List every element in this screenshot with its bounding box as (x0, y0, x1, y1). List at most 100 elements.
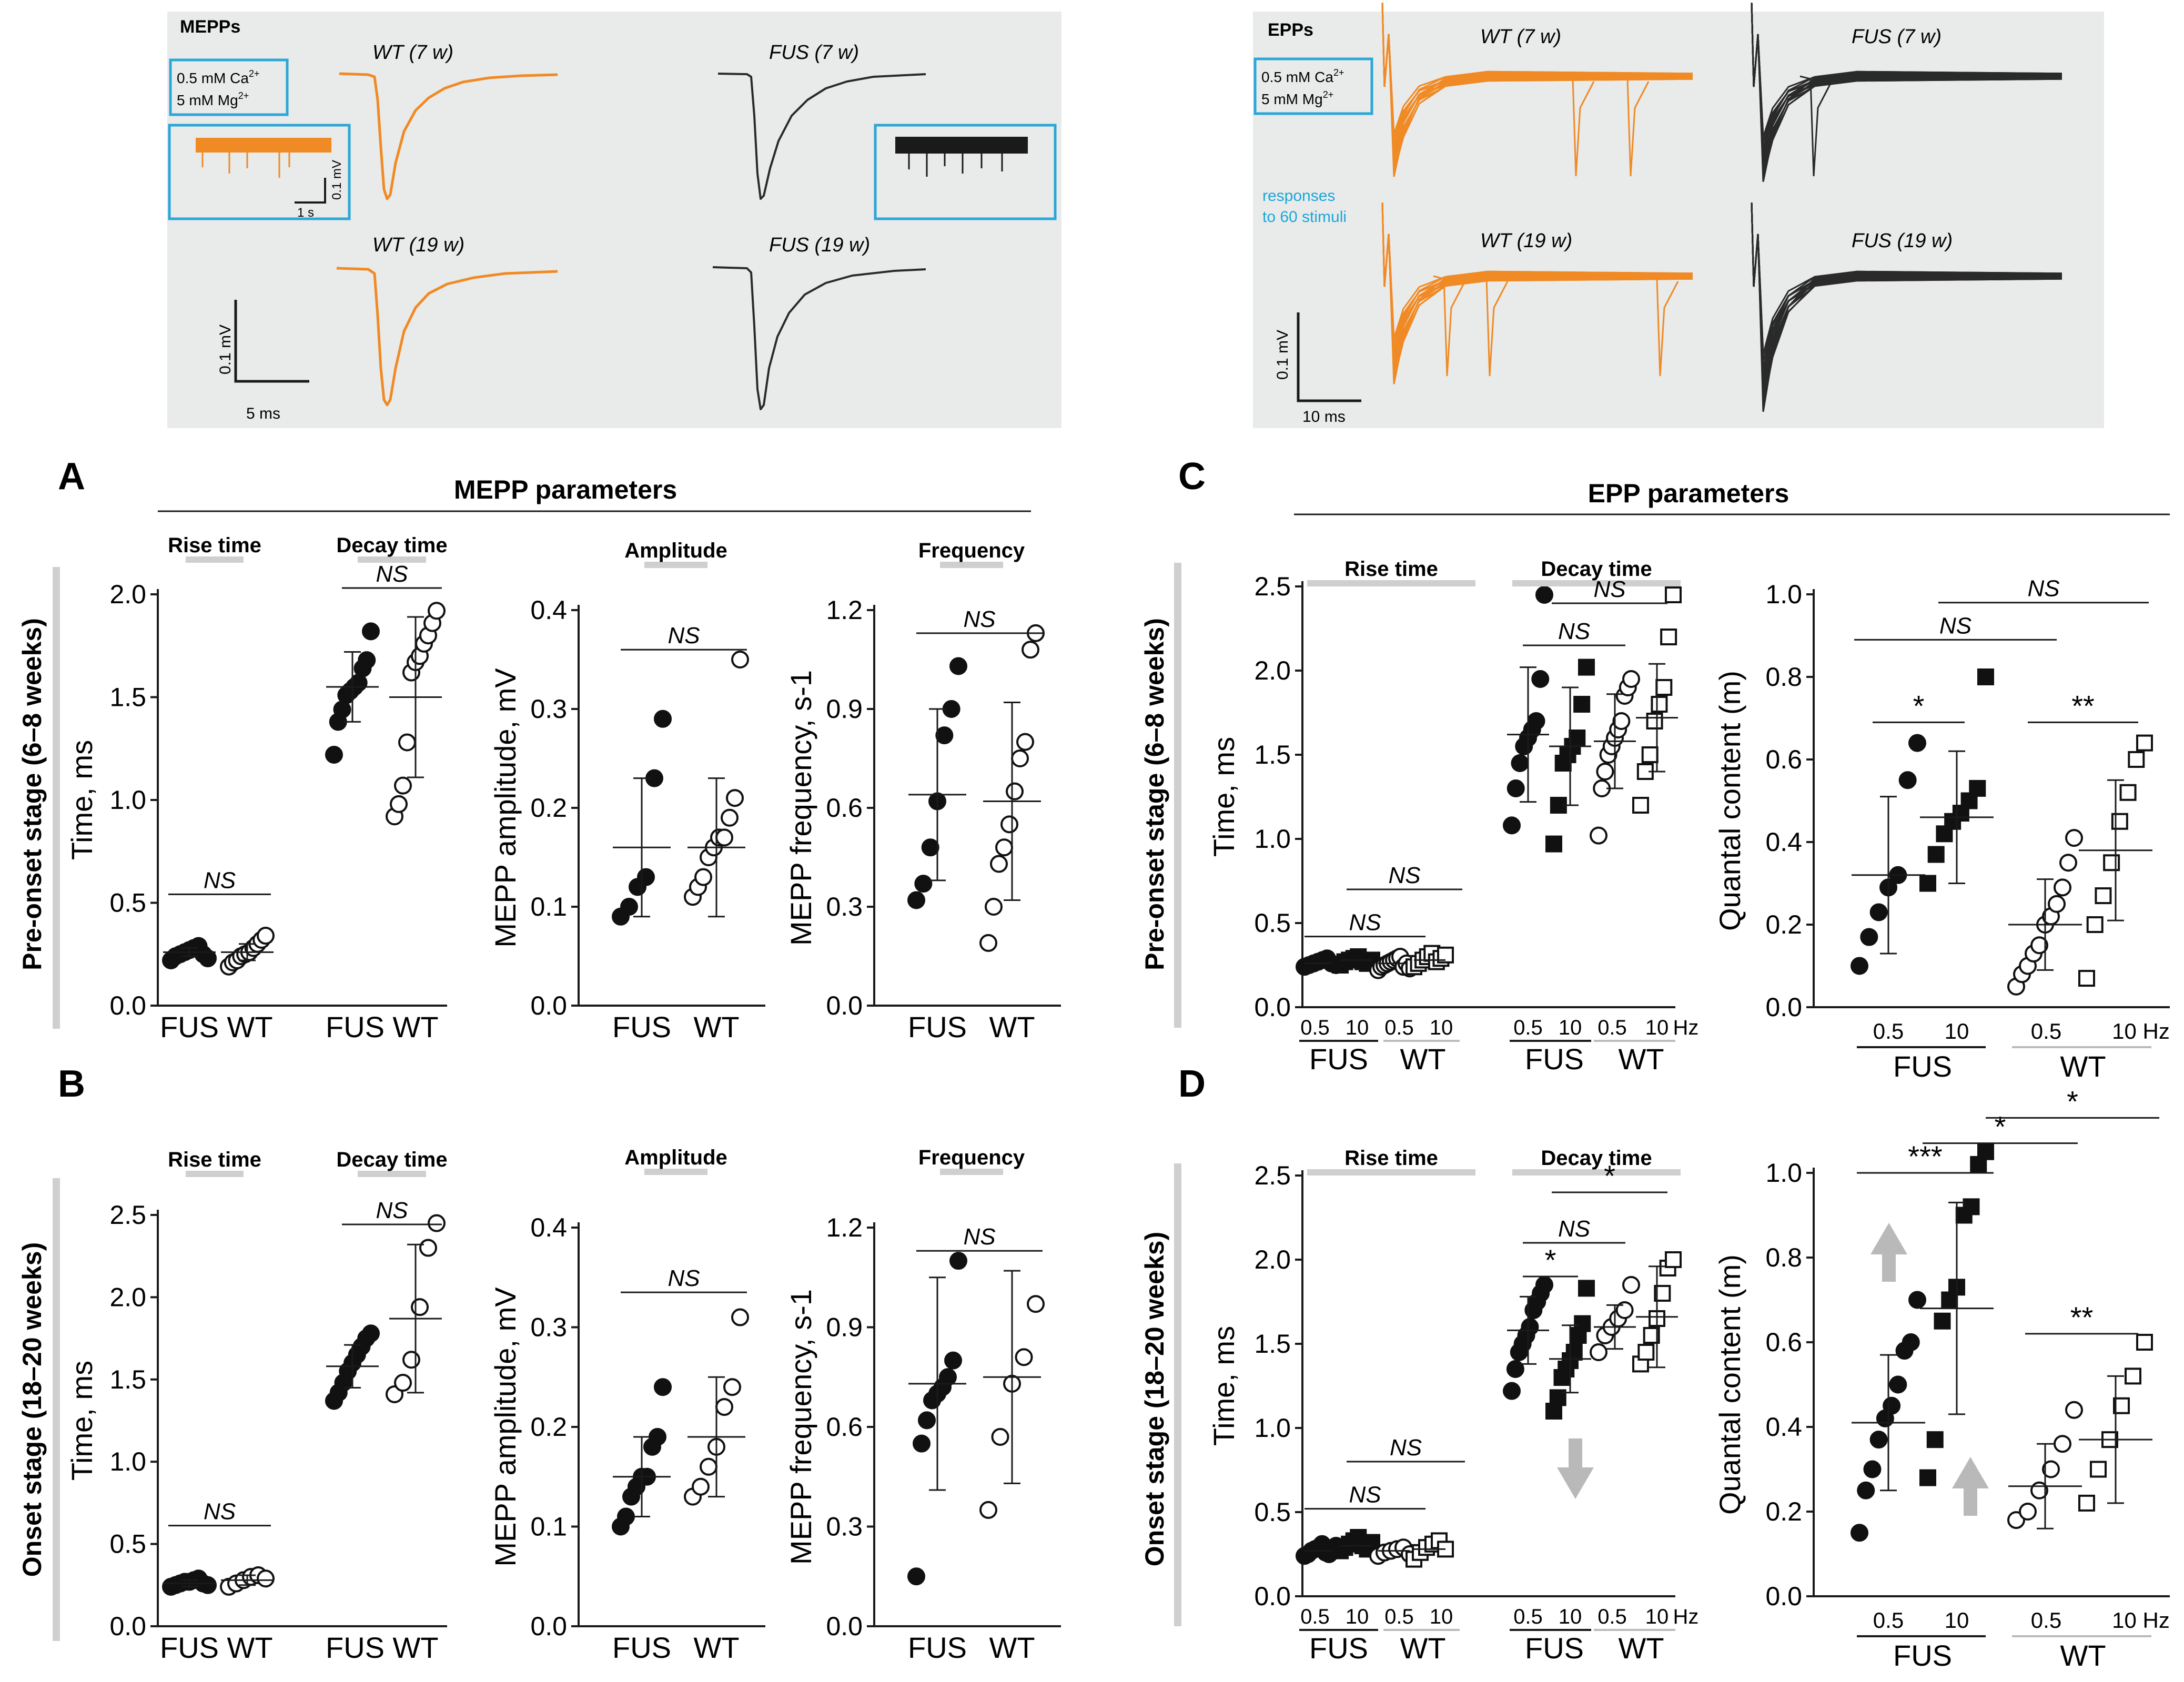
significance-label: NS (1349, 1482, 1381, 1508)
svg-text:0.5 mM Ca2+: 0.5 mM Ca2+ (177, 68, 259, 86)
up-arrow (1870, 1223, 1907, 1282)
significance-label: NS (376, 561, 408, 587)
data-point (199, 949, 217, 968)
data-point (620, 898, 638, 916)
y-tick-label: 1.0 (109, 785, 146, 815)
svg-text:5 mM Mg2+: 5 mM Mg2+ (177, 90, 249, 108)
data-point (2095, 887, 2112, 905)
x-label-wt: WT (693, 1631, 739, 1664)
subtitle: Rise time (168, 1148, 261, 1171)
epp-trace (1381, 202, 1693, 344)
y-tick-label: 2.0 (109, 1282, 146, 1312)
data-point (1016, 733, 1034, 751)
data-point (257, 927, 275, 945)
panel-letter-a: A (58, 455, 85, 498)
mepp-scale-bar (234, 300, 309, 383)
significance-label: * (1913, 689, 1925, 722)
epp-trace (1381, 2, 1693, 139)
data-point (907, 891, 925, 909)
header-mepp-parameters: MEPP parameters (454, 475, 677, 504)
x-tick-label: 10 (1559, 1016, 1582, 1039)
x-label-wt: WT (227, 1631, 272, 1664)
x-label-fus: FUS (1893, 1050, 1952, 1083)
data-point (907, 1567, 925, 1586)
x-label-wt: WT (989, 1631, 1035, 1664)
data-point (1919, 875, 1936, 892)
stage-label-c: Pre-onset stage (6–8 weeks) (1140, 618, 1169, 970)
mepp-cond-sup1: 2+ (249, 68, 260, 79)
subtitle: Amplitude (624, 539, 727, 562)
data-point (700, 1457, 717, 1476)
significance-label: NS (1558, 619, 1590, 644)
data-point (2019, 1503, 2037, 1521)
epp-trace-failure (1799, 75, 1833, 177)
x-tick-label: 0.5 (2031, 1019, 2061, 1043)
x-label-fus: FUS (1525, 1042, 1584, 1076)
data-point (1573, 696, 1591, 713)
data-point (2086, 916, 2104, 933)
data-point (1011, 749, 1029, 767)
significance-label: NS (668, 1265, 700, 1291)
mepp-condition-box (169, 58, 289, 116)
y-tick-label: 0.8 (1765, 662, 1802, 692)
subtitle-bar (1307, 580, 1475, 586)
y-tick-label: 1.0 (1254, 1413, 1291, 1443)
y-tick-label: 0.0 (1765, 992, 1802, 1022)
data-point (1637, 1344, 1655, 1361)
data-point (715, 1398, 733, 1416)
x-label-fus: FUS (1309, 1632, 1368, 1665)
y-tick-label: 0.0 (1254, 992, 1291, 1022)
x-tick-label: 0.5 (1384, 1016, 1414, 1039)
stage-bar-c (1174, 563, 1181, 1028)
mepp-inset-mv: 0.1 mV (330, 160, 344, 200)
data-point (617, 1507, 635, 1526)
y-axis-label: MEPP amplitude, mV (489, 1287, 522, 1567)
x-tick-label: 0.5 (1300, 1016, 1330, 1039)
subtitle-bar (940, 1169, 1003, 1175)
mepp-inset-wt-noise (196, 138, 331, 178)
data-point (398, 733, 416, 752)
mepp-label-fus19: FUS (19 w) (769, 234, 870, 256)
significance-label: NS (204, 1499, 236, 1525)
mepp-traces-panel: MEPPs 0.5 mM Ca2+ 5 mM Mg2+ WT (7 w) FUS… (167, 12, 1061, 428)
data-point (1963, 1198, 1980, 1215)
data-point (2059, 854, 2077, 872)
data-point (723, 1378, 741, 1396)
data-point (2054, 878, 2071, 897)
y-tick-label: 1.5 (109, 683, 146, 712)
x-label-fus: FUS (612, 1631, 671, 1664)
y-axis-label: Time, ms (65, 1361, 98, 1481)
x-tick-label: 10 (1346, 1016, 1369, 1039)
significance-label: NS (204, 867, 236, 893)
data-point (1926, 1431, 1944, 1448)
data-point (1506, 779, 1525, 797)
data-point (2078, 970, 2095, 987)
epp-scale-bar (1297, 312, 1361, 402)
data-point (637, 868, 655, 886)
stage-label-d: Onset stage (18–20 weeks) (1140, 1232, 1169, 1566)
y-tick-label: 0.0 (826, 991, 863, 1020)
data-point (2065, 1401, 2083, 1419)
data-point (2042, 1460, 2060, 1478)
y-axis-label: Quantal content (m) (1713, 1254, 1746, 1515)
data-point (257, 1569, 275, 1588)
y-axis-label: MEPP frequency, s-1 (784, 1289, 817, 1565)
data-point (390, 795, 408, 813)
mepp-inset-fus-noise (895, 137, 1028, 177)
y-axis-label: MEPP amplitude, mV (489, 668, 522, 948)
data-point (1578, 1280, 1595, 1297)
epp-trace-failure (1616, 75, 1650, 177)
significance-label: NS (1390, 1435, 1422, 1461)
data-point (1511, 754, 1529, 772)
data-point (726, 789, 744, 807)
y-tick-label: 0.2 (1765, 1497, 1802, 1526)
y-tick-label: 0.5 (1254, 908, 1291, 938)
data-point (2125, 1367, 2141, 1385)
data-point (979, 1501, 997, 1519)
y-axis-label: Quantal content (m) (1713, 671, 1746, 931)
significance-label: * (1995, 1110, 2006, 1143)
epp-trace-failure (1475, 275, 1509, 377)
subtitle: Frequency (918, 539, 1025, 562)
data-point (1506, 1360, 1524, 1378)
epp-label-wt7: WT (7 w) (1480, 26, 1561, 48)
